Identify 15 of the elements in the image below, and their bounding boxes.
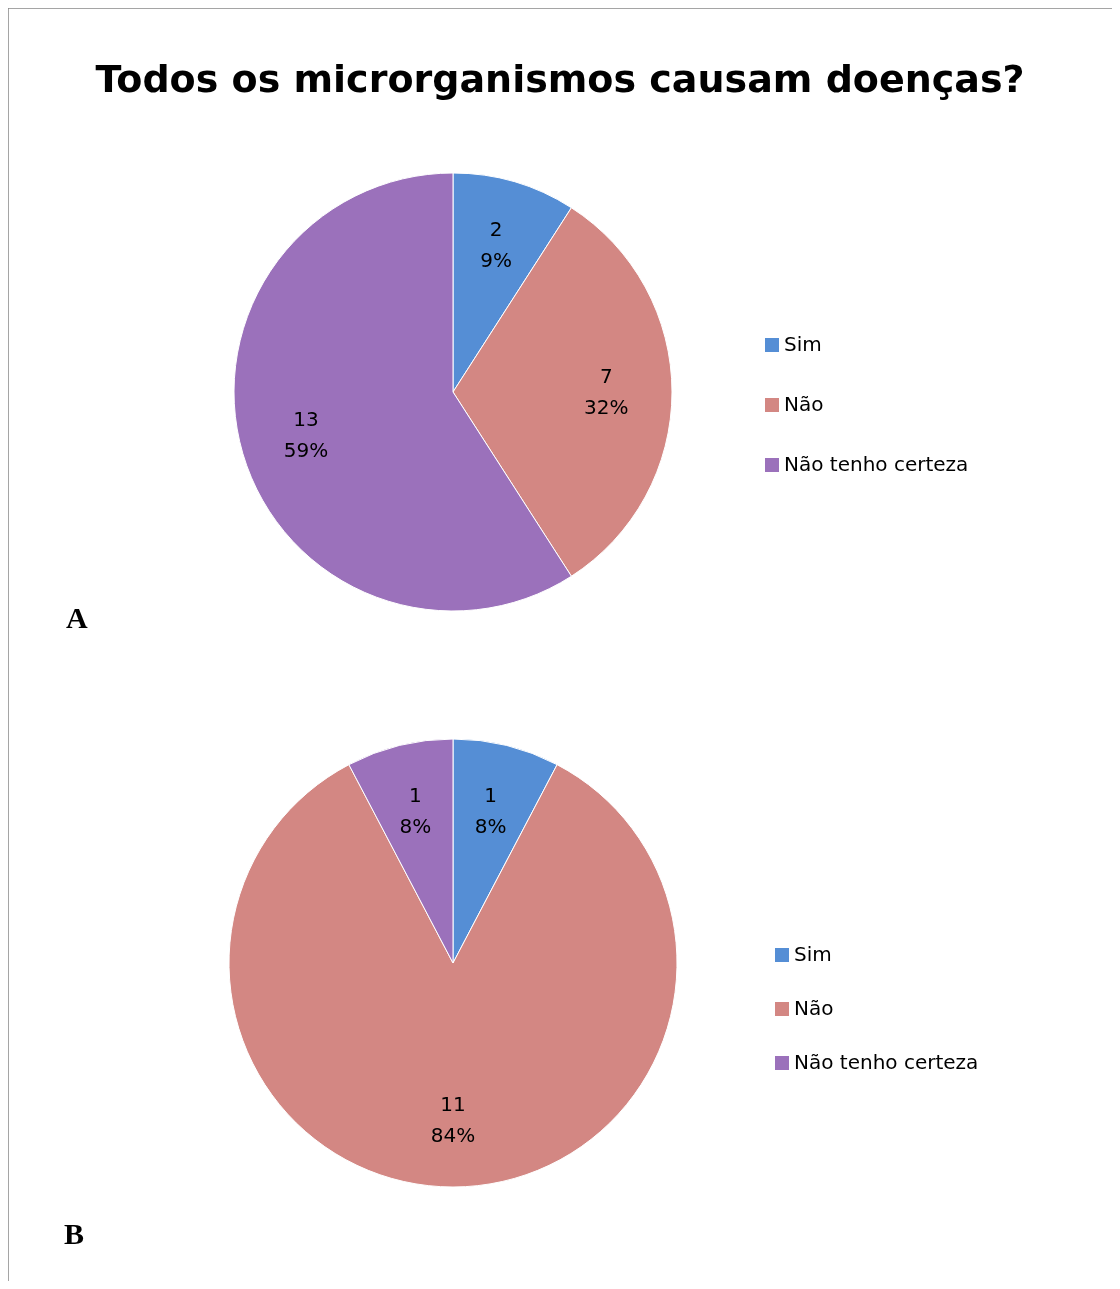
data-label: 7 32% (584, 363, 629, 419)
data-label: 1 8% (399, 782, 432, 838)
legend-label: Não (784, 391, 824, 416)
data-label: 13 59% (283, 406, 329, 462)
chart-title: Todos os microrganismos causam doenças? (95, 57, 1025, 101)
legend-label: Não tenho certeza (784, 451, 969, 476)
legend-label: Não tenho certeza (794, 1049, 979, 1074)
legend-label: Não (794, 995, 834, 1020)
legend-label: Sim (794, 941, 832, 966)
legend-label: Sim (784, 331, 822, 356)
data-label: 1 8% (474, 782, 507, 838)
text: A (66, 601, 88, 634)
text: B (64, 1217, 85, 1250)
data-label: 2 9% (480, 216, 513, 272)
data-label: 11 84% (430, 1091, 476, 1147)
